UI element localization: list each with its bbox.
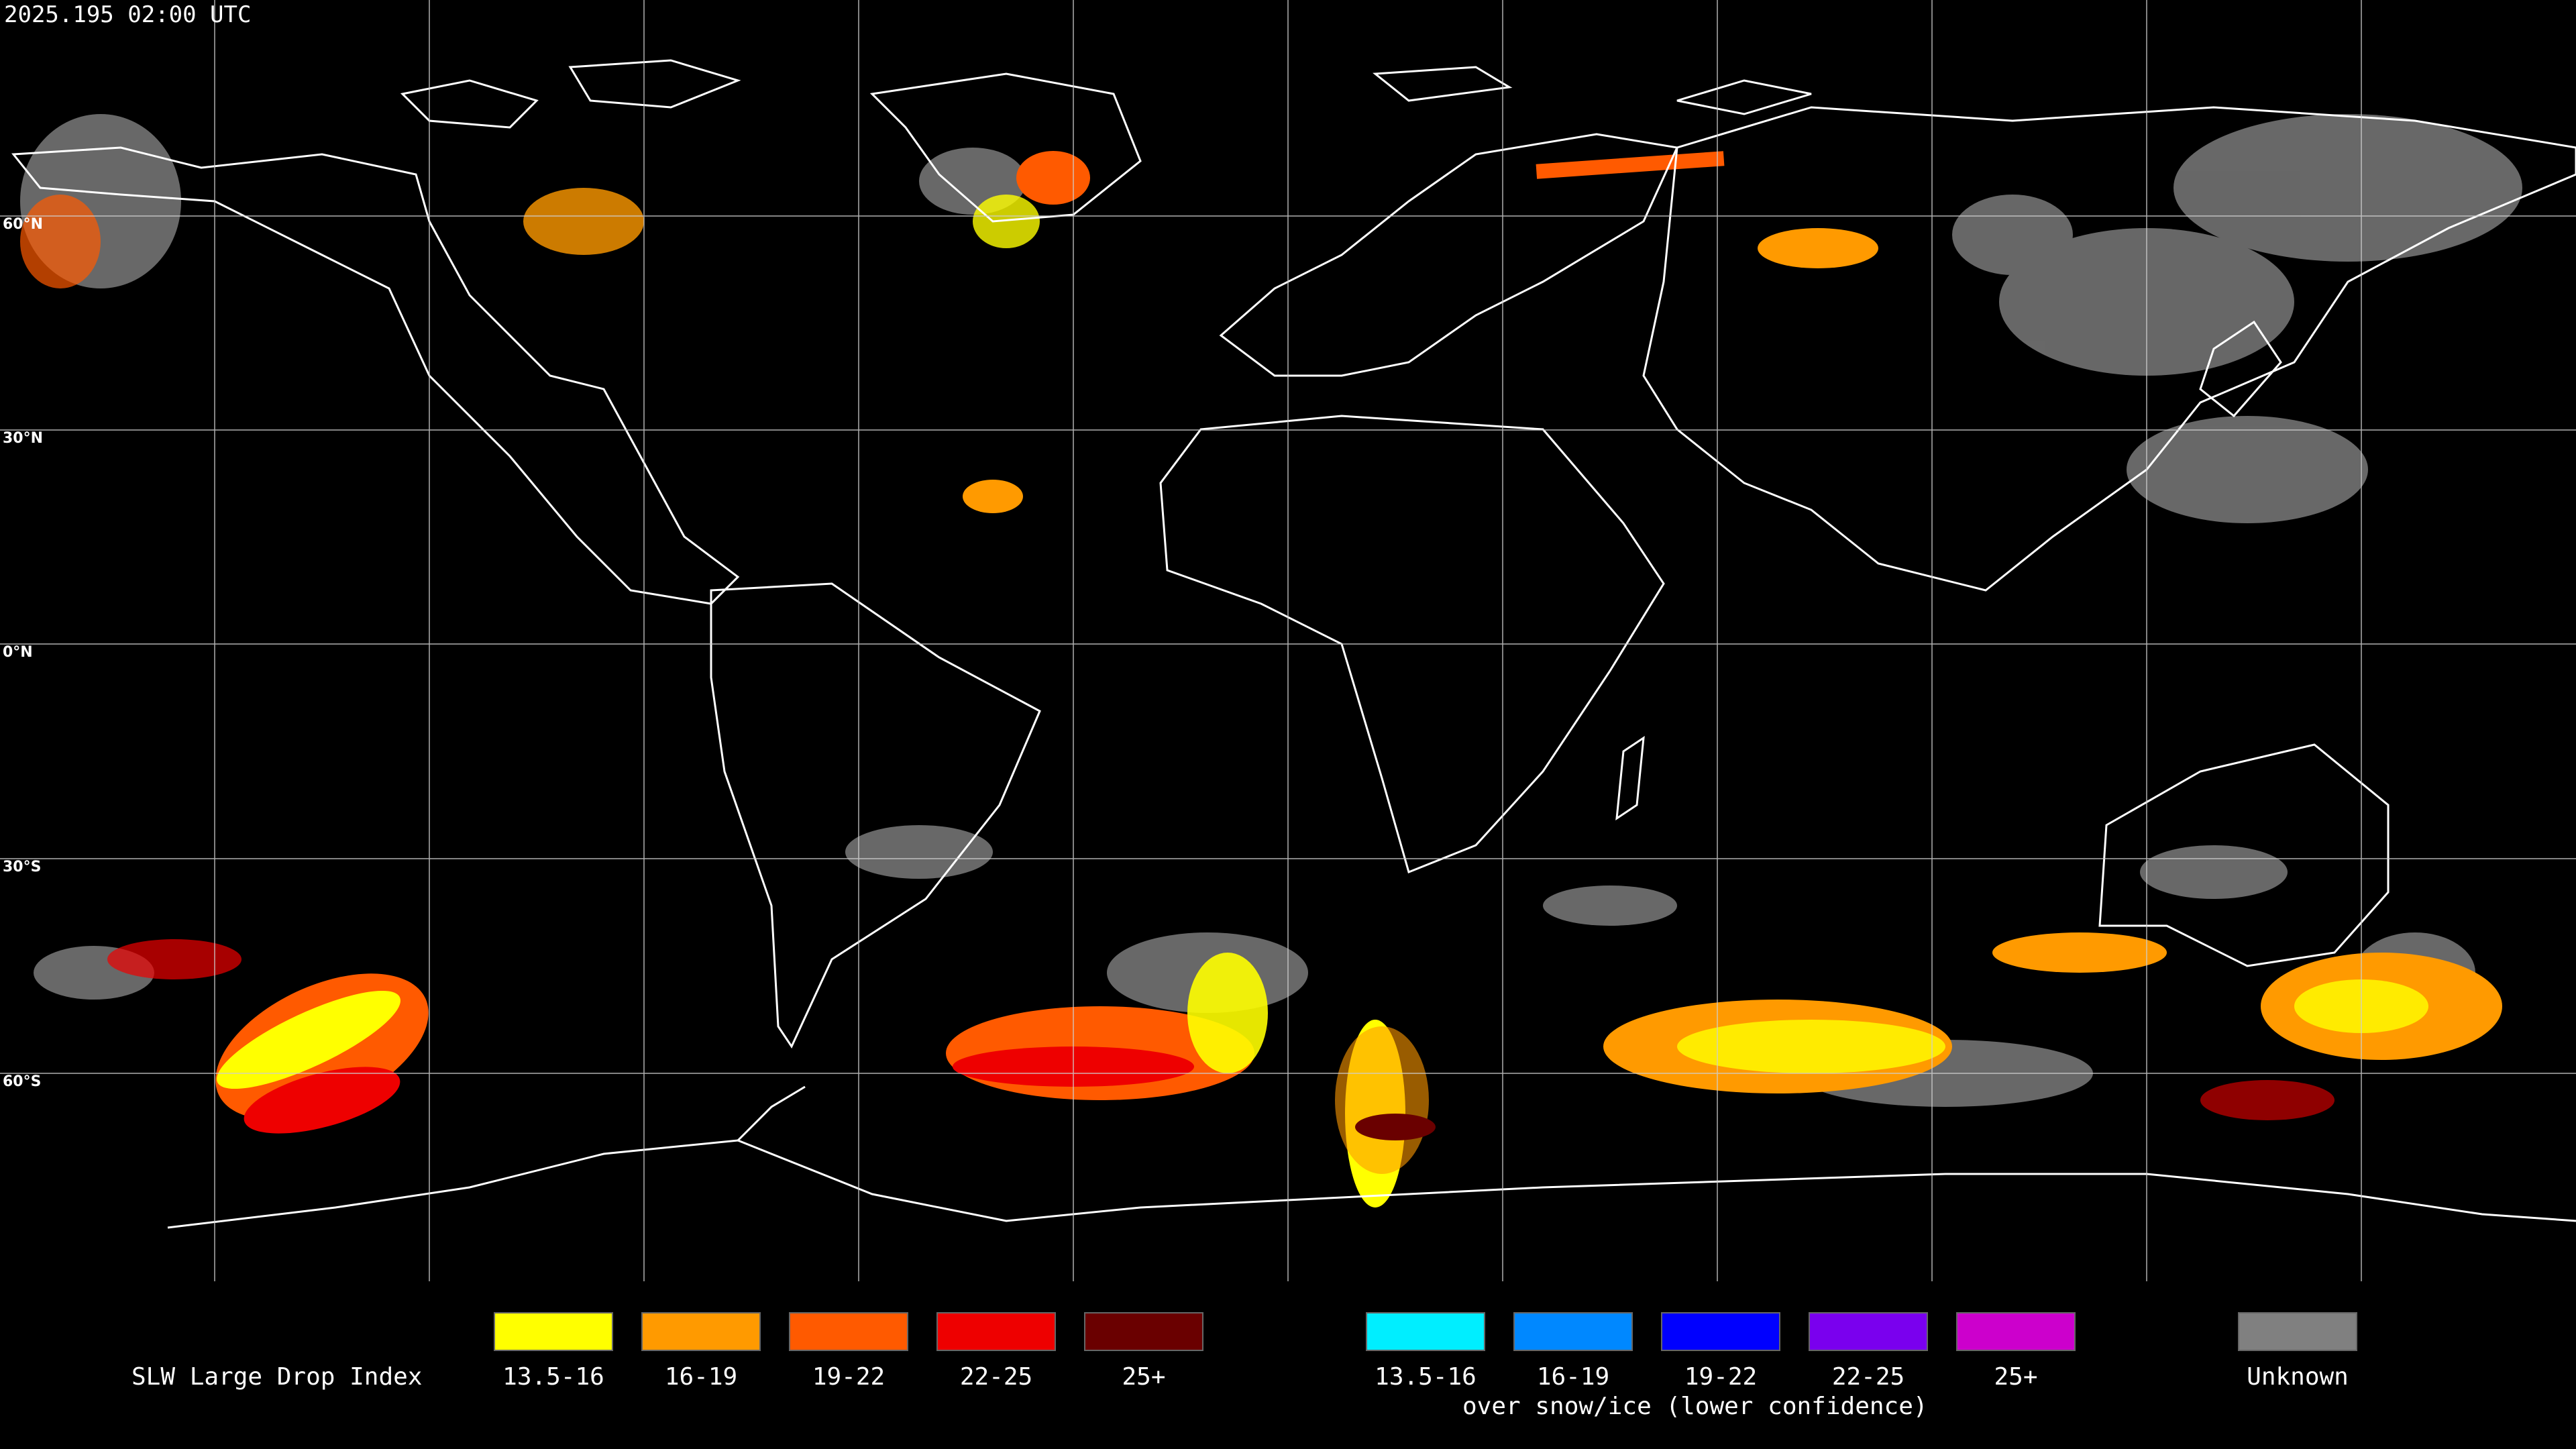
coastlines (11, 59, 2576, 1229)
label-standard-16-19: 16-19 (664, 1363, 738, 1391)
label-standard-19-22: 19-22 (812, 1363, 885, 1391)
swatch-snow-13-16 (1366, 1312, 1485, 1351)
label-snow-22-25: 22-25 (1831, 1363, 1905, 1391)
swatch-snow-22-25 (1809, 1312, 1928, 1351)
label-standard-22-25: 22-25 (959, 1363, 1033, 1391)
lat-label-30s: 30°S (3, 859, 42, 875)
label-snow-25plus: 25+ (1994, 1363, 2038, 1391)
lat-label-0n: 0°N (3, 644, 33, 661)
timestamp: 2025.195 02:00 UTC (4, 1, 252, 28)
swatch-standard-25plus (1084, 1312, 1203, 1351)
swatch-standard-22-25 (936, 1312, 1056, 1351)
lat-label-60n: 60°N (3, 216, 44, 233)
lat-label-60s: 60°S (3, 1073, 42, 1090)
legend-title: SLW Large Drop Index (131, 1363, 423, 1391)
legend (0, 1287, 2576, 1449)
world-map (0, 0, 2576, 1281)
swatch-snow-16-19 (1513, 1312, 1633, 1351)
swatch-unknown (2238, 1312, 2357, 1351)
swatch-snow-25plus (1956, 1312, 2076, 1351)
slw-cloud-areas (20, 151, 2502, 1208)
label-snow-13-16: 13.5-16 (1375, 1363, 1477, 1391)
swatch-standard-13-16 (494, 1312, 613, 1351)
label-snow-16-19: 16-19 (1536, 1363, 1610, 1391)
graticule (0, 0, 2576, 1281)
lat-label-30n: 30°N (3, 430, 44, 447)
label-unknown: Unknown (2247, 1363, 2349, 1391)
swatch-snow-19-22 (1661, 1312, 1780, 1351)
label-standard-25plus: 25+ (1122, 1363, 1166, 1391)
label-snow-19-22: 19-22 (1684, 1363, 1758, 1391)
snow-ice-caption: over snow/ice (lower confidence) (1462, 1393, 1928, 1420)
swatch-standard-16-19 (641, 1312, 761, 1351)
label-standard-13-16: 13.5-16 (502, 1363, 604, 1391)
swatch-standard-19-22 (789, 1312, 908, 1351)
